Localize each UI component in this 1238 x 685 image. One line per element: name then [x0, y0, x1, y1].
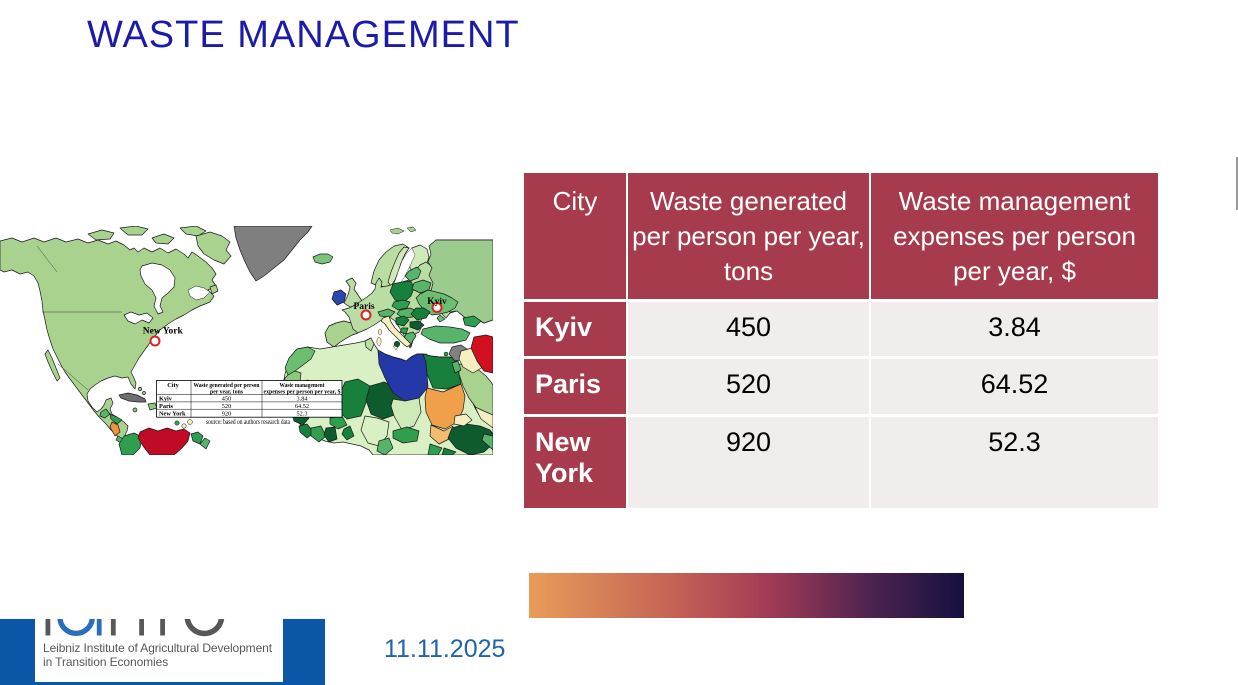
svg-text:3.84: 3.84: [296, 396, 308, 403]
svg-text:per year, tons: per year, tons: [210, 389, 243, 396]
svg-text:920: 920: [222, 410, 231, 417]
svg-text:52.3: 52.3: [296, 410, 307, 417]
svg-text:New York: New York: [159, 410, 186, 417]
svg-text:Kyiv: Kyiv: [159, 396, 173, 403]
svg-text:Paris: Paris: [159, 403, 174, 410]
svg-text:Waste management: Waste management: [280, 382, 326, 389]
svg-text:520: 520: [222, 403, 231, 410]
svg-text:New York: New York: [143, 327, 184, 337]
svg-text:source: based on authors resea: source: based on authors research data: [206, 419, 290, 426]
svg-text:64.52: 64.52: [295, 403, 309, 410]
svg-text:Paris: Paris: [353, 302, 374, 312]
svg-text:450: 450: [222, 396, 231, 403]
svg-text:City: City: [167, 382, 179, 389]
svg-text:Kyiv: Kyiv: [427, 297, 447, 307]
svg-text:Waste generated per person: Waste generated per person: [194, 382, 260, 389]
svg-text:expenses per person per year,: expenses per person per year, $: [264, 389, 341, 396]
